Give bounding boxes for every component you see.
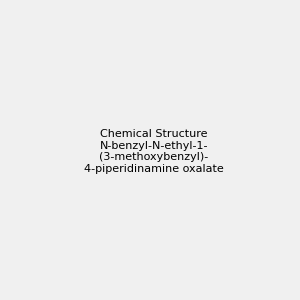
Text: Chemical Structure
N-benzyl-N-ethyl-1-
(3-methoxybenzyl)-
4-piperidinamine oxala: Chemical Structure N-benzyl-N-ethyl-1- (… [84, 129, 224, 174]
